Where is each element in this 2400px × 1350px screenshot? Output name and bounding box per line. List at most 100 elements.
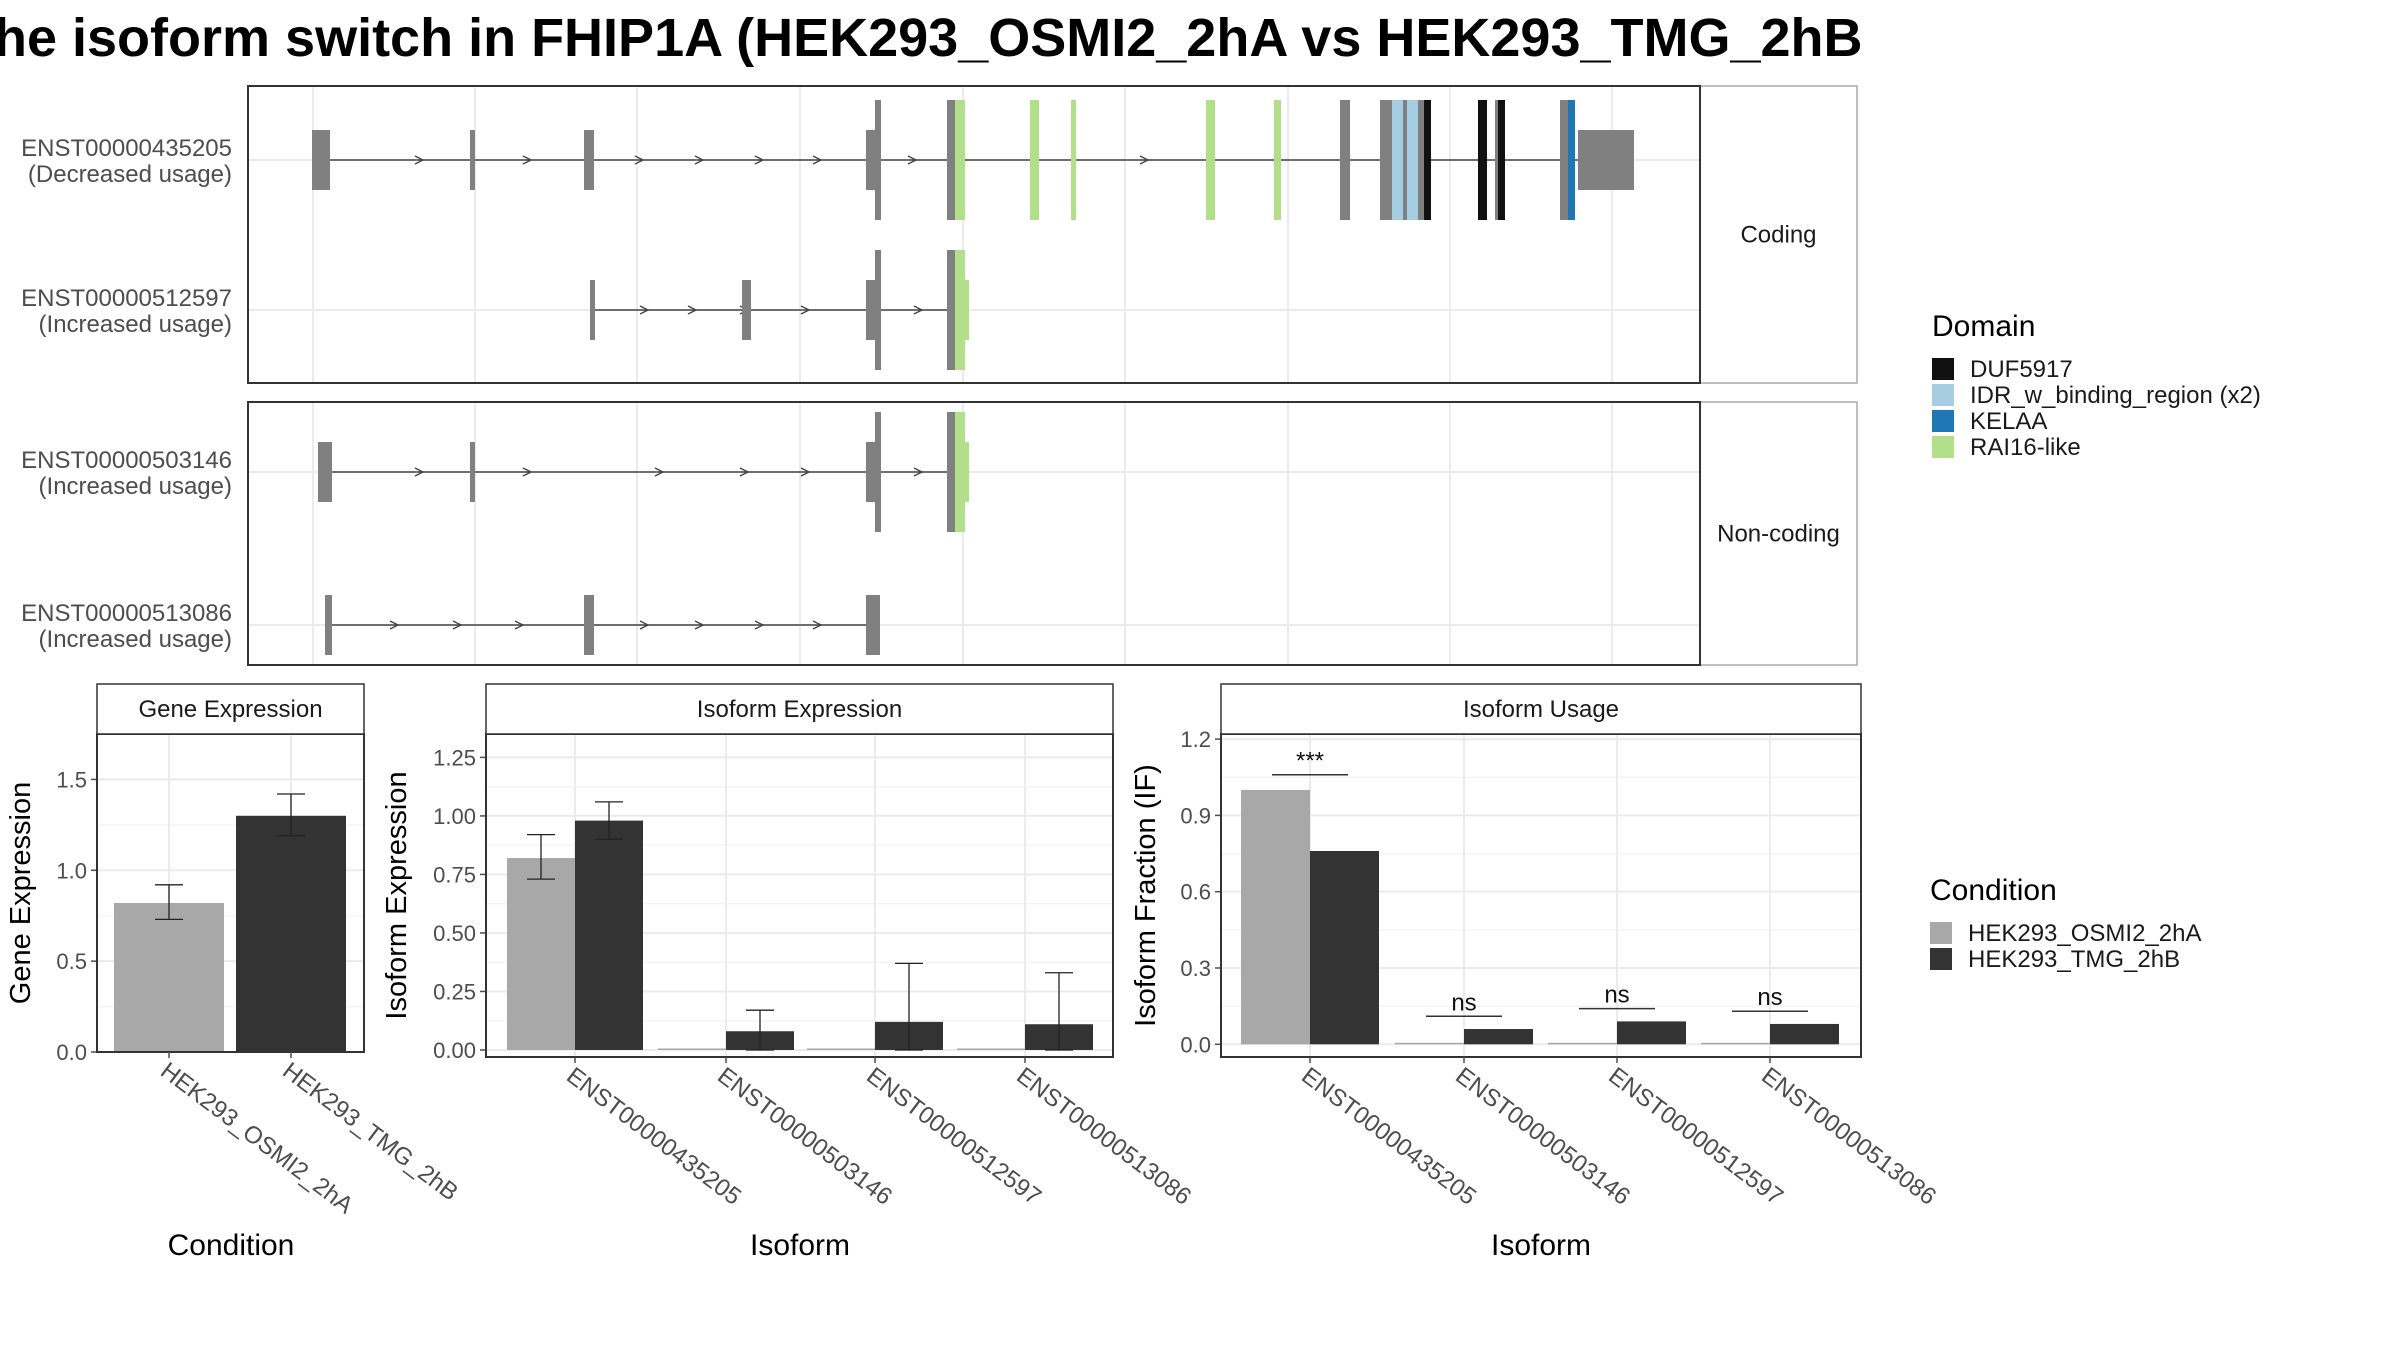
strand-arrow xyxy=(414,155,425,165)
domain-block xyxy=(965,442,969,502)
x-axis-title: Isoform xyxy=(1491,1229,1591,1262)
legend-swatch xyxy=(1930,922,1952,944)
strand-arrow xyxy=(694,620,705,630)
legend-label: KELAA xyxy=(1970,408,2047,435)
strand-arrow xyxy=(812,620,823,630)
legend-title: Condition xyxy=(1930,874,2057,907)
bar xyxy=(1770,1023,1839,1045)
strand-arrow xyxy=(1139,155,1150,165)
facet-strip xyxy=(1699,85,1858,384)
bar-panels: 0.0 0.5 1.0 1.5 Gene Expression HEK293_OSMI2_… xyxy=(5,683,1941,1262)
transcript-id-label: ENST00000503146 xyxy=(21,447,232,474)
y-tick-label: 0.6 xyxy=(1180,880,1211,905)
legend-swatch xyxy=(1930,948,1952,970)
strand-arrow xyxy=(754,620,765,630)
significance-label: *** xyxy=(1296,748,1324,775)
strand-arrow xyxy=(522,155,533,165)
significance-label: ns xyxy=(1604,982,1629,1009)
exon-block xyxy=(875,250,881,370)
strand-arrow xyxy=(389,620,400,630)
y-tick-label: 0.5 xyxy=(56,949,87,974)
y-tick-label: 0.25 xyxy=(433,979,476,1004)
y-tick-label: 0.0 xyxy=(1180,1032,1211,1057)
strand-arrow xyxy=(414,467,425,477)
y-axis-title: Gene Expression xyxy=(5,782,37,1004)
strand-arrow xyxy=(907,155,918,165)
legend-swatch xyxy=(1932,436,1954,458)
bar xyxy=(957,1048,1025,1050)
x-axis-title: Condition xyxy=(168,1229,295,1262)
strand-arrow xyxy=(639,305,650,315)
y-tick-label: 0.3 xyxy=(1180,956,1211,981)
transcript-id-label: ENST00000513086 xyxy=(21,600,232,627)
strand-arrow xyxy=(452,620,463,630)
exon-block xyxy=(1340,100,1350,220)
transcript-usage-label: (Increased usage) xyxy=(39,473,232,500)
bar xyxy=(1395,1042,1464,1045)
strand-arrow xyxy=(654,467,665,477)
strand-arrow xyxy=(754,155,765,165)
y-tick-label: 1.5 xyxy=(56,767,87,792)
transcript-ENST00000513086 xyxy=(325,595,880,655)
transcript-id-label: ENST00000435205 xyxy=(21,135,232,162)
domain-block xyxy=(1478,100,1487,220)
legend-label: IDR_w_binding_region (x2) xyxy=(1970,382,2261,409)
exon-block xyxy=(584,595,594,655)
facet-strip-label: Non-coding xyxy=(1717,521,1840,548)
x-axis-title: Isoform xyxy=(750,1229,850,1262)
strand-arrow xyxy=(800,467,811,477)
legend-swatch xyxy=(1932,358,1954,380)
exon-block xyxy=(318,442,332,502)
exon-block xyxy=(1380,100,1392,220)
exon-block xyxy=(947,100,955,220)
structure-facet-background xyxy=(248,86,1700,383)
bar xyxy=(1310,850,1379,1045)
transcript-ENST00000435205 xyxy=(312,100,1634,220)
bar xyxy=(1548,1042,1617,1045)
bar xyxy=(1617,1021,1686,1045)
legend-title: Domain xyxy=(1932,310,2035,343)
facet-strip-label: Coding xyxy=(1740,222,1816,249)
bar xyxy=(1241,789,1310,1045)
panel-strip-label: Gene Expression xyxy=(138,696,322,723)
transcript-structure-panel: Coding Non-coding ENST00000435205(Decrease… xyxy=(21,85,1858,666)
y-tick-label: 0.00 xyxy=(433,1038,476,1063)
legend-label: RAI16-like xyxy=(1970,434,2081,461)
y-tick-label: 1.2 xyxy=(1180,727,1211,752)
exon-block xyxy=(470,130,475,190)
bar xyxy=(236,815,346,1052)
bar xyxy=(1464,1029,1533,1045)
strand-arrow xyxy=(812,155,823,165)
y-tick-label: 0.9 xyxy=(1180,803,1211,828)
domain-block xyxy=(965,280,969,340)
exon-block xyxy=(1403,100,1407,220)
y-tick-label: 1.00 xyxy=(433,804,476,829)
y-tick-label: 0.50 xyxy=(433,921,476,946)
transcript-usage-label: (Increased usage) xyxy=(39,311,232,338)
bar xyxy=(575,820,643,1050)
exon-block xyxy=(590,280,595,340)
bar xyxy=(658,1048,726,1050)
panel-strip xyxy=(96,683,365,735)
exon-block xyxy=(325,595,332,655)
bar xyxy=(507,858,575,1050)
panel-strip xyxy=(1220,683,1862,735)
domain-block xyxy=(955,250,965,370)
domain-block xyxy=(955,100,965,220)
strand-arrow xyxy=(634,155,645,165)
domain-block xyxy=(1071,100,1076,220)
structure-facet-background xyxy=(248,402,1700,665)
bar xyxy=(1701,1042,1770,1045)
y-tick-label: 1.0 xyxy=(56,858,87,883)
domain-block xyxy=(1568,100,1575,220)
legend-label: HEK293_OSMI2_2hA xyxy=(1968,920,2201,947)
legend-label: HEK293_TMG_2hB xyxy=(1968,946,2180,973)
exon-block xyxy=(866,130,876,190)
exon-block xyxy=(470,442,475,502)
strand-arrow xyxy=(514,620,525,630)
bar xyxy=(114,902,224,1052)
strand-arrow xyxy=(639,620,650,630)
exon-block xyxy=(584,130,594,190)
